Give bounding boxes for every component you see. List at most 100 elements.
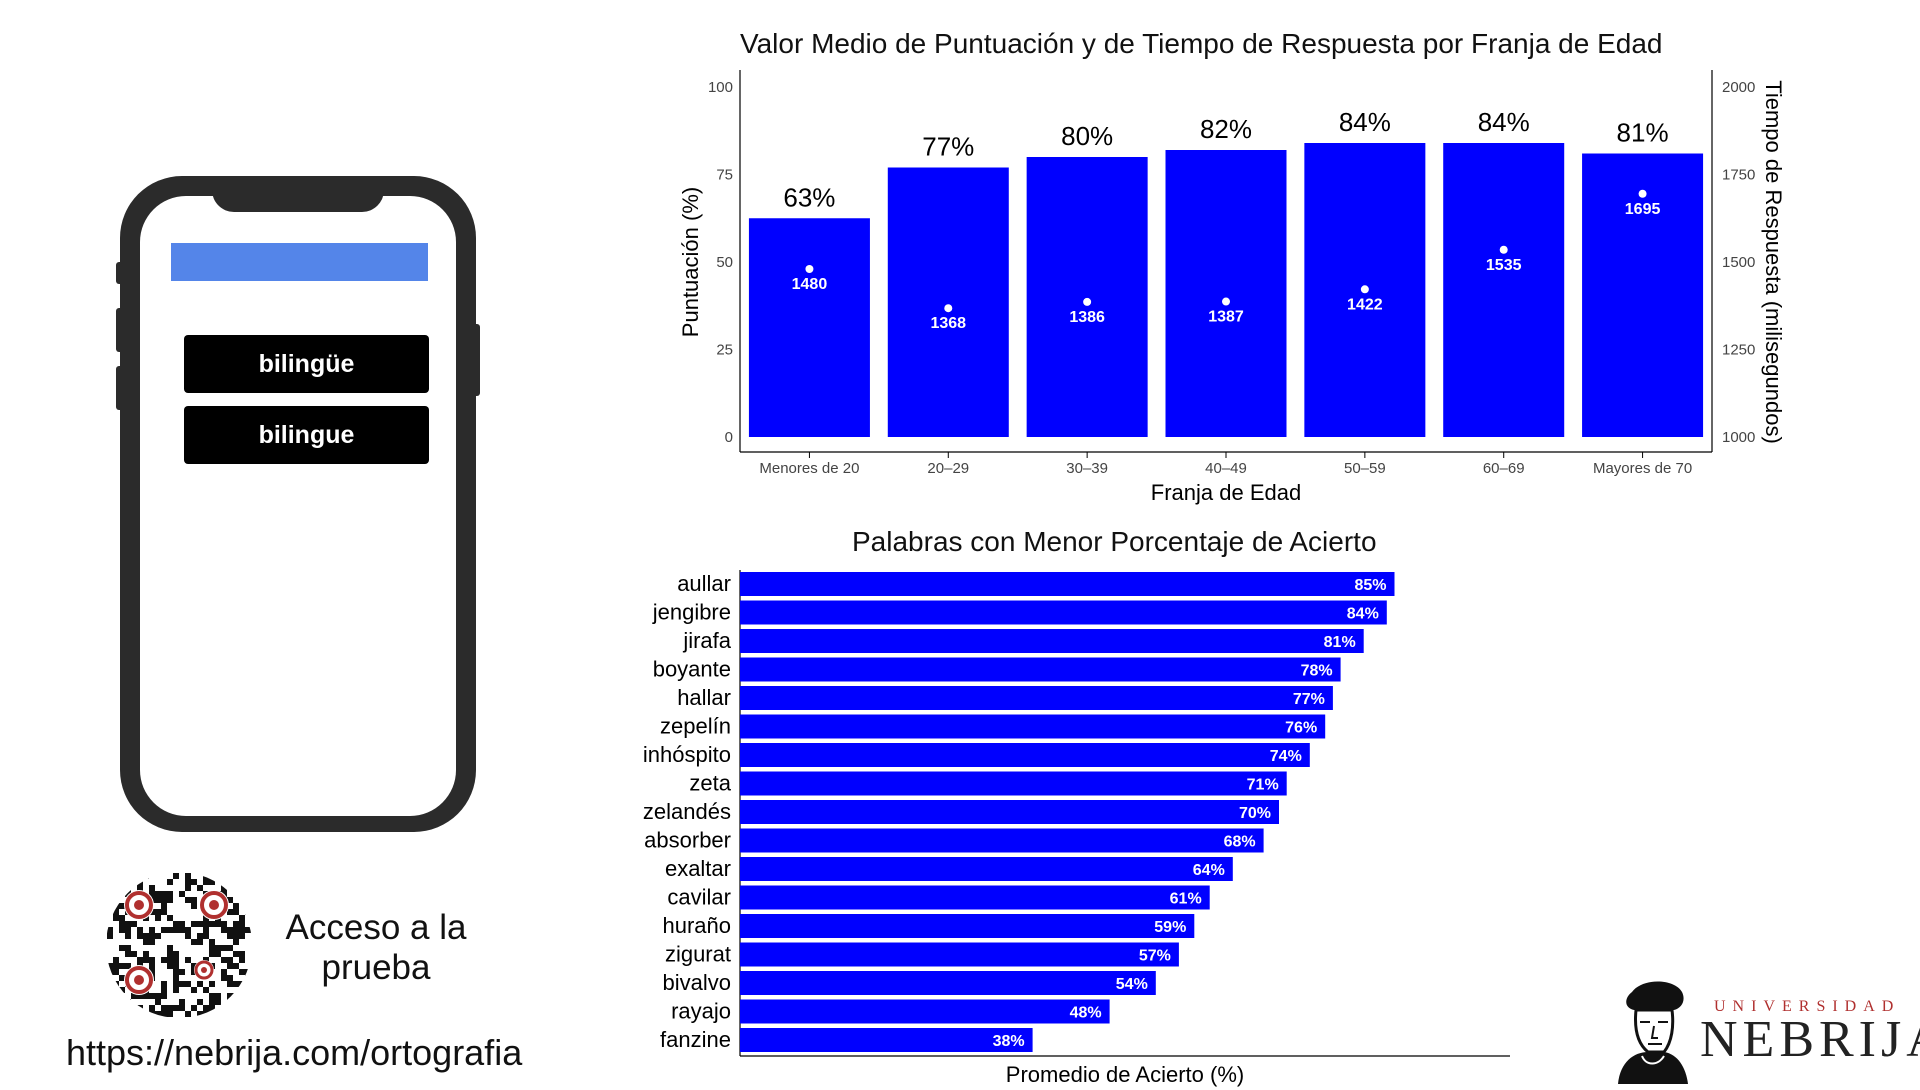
qr-module [167,897,173,903]
word-value-label: 57% [1139,948,1171,965]
x-tick-label: 60–69 [1483,460,1525,477]
qr-module [155,909,161,915]
word-bar [740,914,1195,938]
qr-module [131,951,137,957]
qr-finder-dot [209,900,219,910]
qr-module [113,915,119,921]
qr-module [209,993,215,999]
qr-module [191,1005,197,1011]
access-url[interactable]: https://nebrija.com/ortografia [66,1032,523,1073]
qr-module [161,897,167,903]
qr-module [167,951,173,957]
qr-module [221,921,227,927]
qr-module [209,981,215,987]
qr-module [119,987,125,993]
qr-module [191,987,197,993]
qr-module [227,897,233,903]
qr-module [161,987,167,993]
qr-module [209,999,215,1005]
qr-module [197,933,203,939]
qr-module [191,939,197,945]
word-value-label: 78% [1301,663,1333,680]
qr-finder-ring [200,891,228,919]
time-point [944,304,953,313]
qr-code[interactable] [106,872,252,1018]
qr-module [107,963,113,969]
qr-module [233,927,239,933]
qr-module [167,1011,173,1017]
y2-tick-label: 1000 [1722,429,1755,446]
word-bar [740,657,1341,682]
word-bar [740,686,1333,710]
qr-module [137,879,143,885]
qr-module [137,927,143,933]
qr-module [173,981,179,987]
qr-module [209,1005,215,1011]
word-value-label: 74% [1270,748,1302,765]
qr-module [203,915,209,921]
qr-module [161,903,167,909]
qr-module [125,945,131,951]
qr-module [125,891,131,897]
qr-module [113,963,119,969]
qr-module [119,921,125,927]
qr-module [191,969,197,975]
y-tick-label: 25 [716,342,733,359]
qr-module [173,963,179,969]
word-label: rayajo [671,999,731,1024]
qr-module [179,891,185,897]
option-button-bilingue-accent[interactable]: bilingüe [184,335,429,393]
qr-finder-ring [125,891,153,919]
qr-module [113,903,119,909]
qr-finder-dot [134,975,144,985]
word-value-label: 61% [1170,891,1202,908]
word-value-label: 38% [993,1033,1025,1050]
qr-module [221,969,227,975]
qr-finder-dot [201,967,207,973]
x-axis-label: Promedio de Acierto (%) [1006,1062,1244,1087]
qr-module [137,993,143,999]
qr-module [185,981,191,987]
qr-module [149,933,155,939]
qr-module [221,927,227,933]
qr-module [179,981,185,987]
time-point [1499,245,1508,254]
qr-module [161,993,167,999]
qr-module [233,963,239,969]
qr-module [107,933,113,939]
qr-module [131,921,137,927]
qr-module [155,999,161,1005]
time-point [1083,297,1092,306]
qr-module [233,951,239,957]
score-label: 82% [1200,114,1252,144]
word-bar [740,885,1210,910]
qr-module [155,915,161,921]
qr-module [119,975,125,981]
score-label: 81% [1617,118,1669,148]
time-label: 1386 [1069,309,1105,326]
qr-module [173,927,179,933]
time-label: 1535 [1486,257,1522,274]
qr-module [149,885,155,891]
qr-module [191,903,197,909]
x-axis-label: Franja de Edad [1151,480,1301,505]
qr-module [161,1011,167,1017]
qr-module [239,915,245,921]
score-label: 77% [922,132,974,162]
qr-module [221,885,227,891]
time-point [1360,285,1369,294]
qr-module [161,891,167,897]
qr-module [233,981,239,987]
x-tick-label: 40–49 [1205,460,1247,477]
option-button-bilingue[interactable]: bilingue [184,406,429,464]
qr-module [179,927,185,933]
qr-module [215,993,221,999]
chart1-title: Valor Medio de Puntuación y de Tiempo de… [740,28,1663,59]
qr-module [119,915,125,921]
qr-module [203,933,209,939]
qr-module [209,921,215,927]
qr-module [185,927,191,933]
qr-module [125,927,131,933]
qr-module [227,957,233,963]
